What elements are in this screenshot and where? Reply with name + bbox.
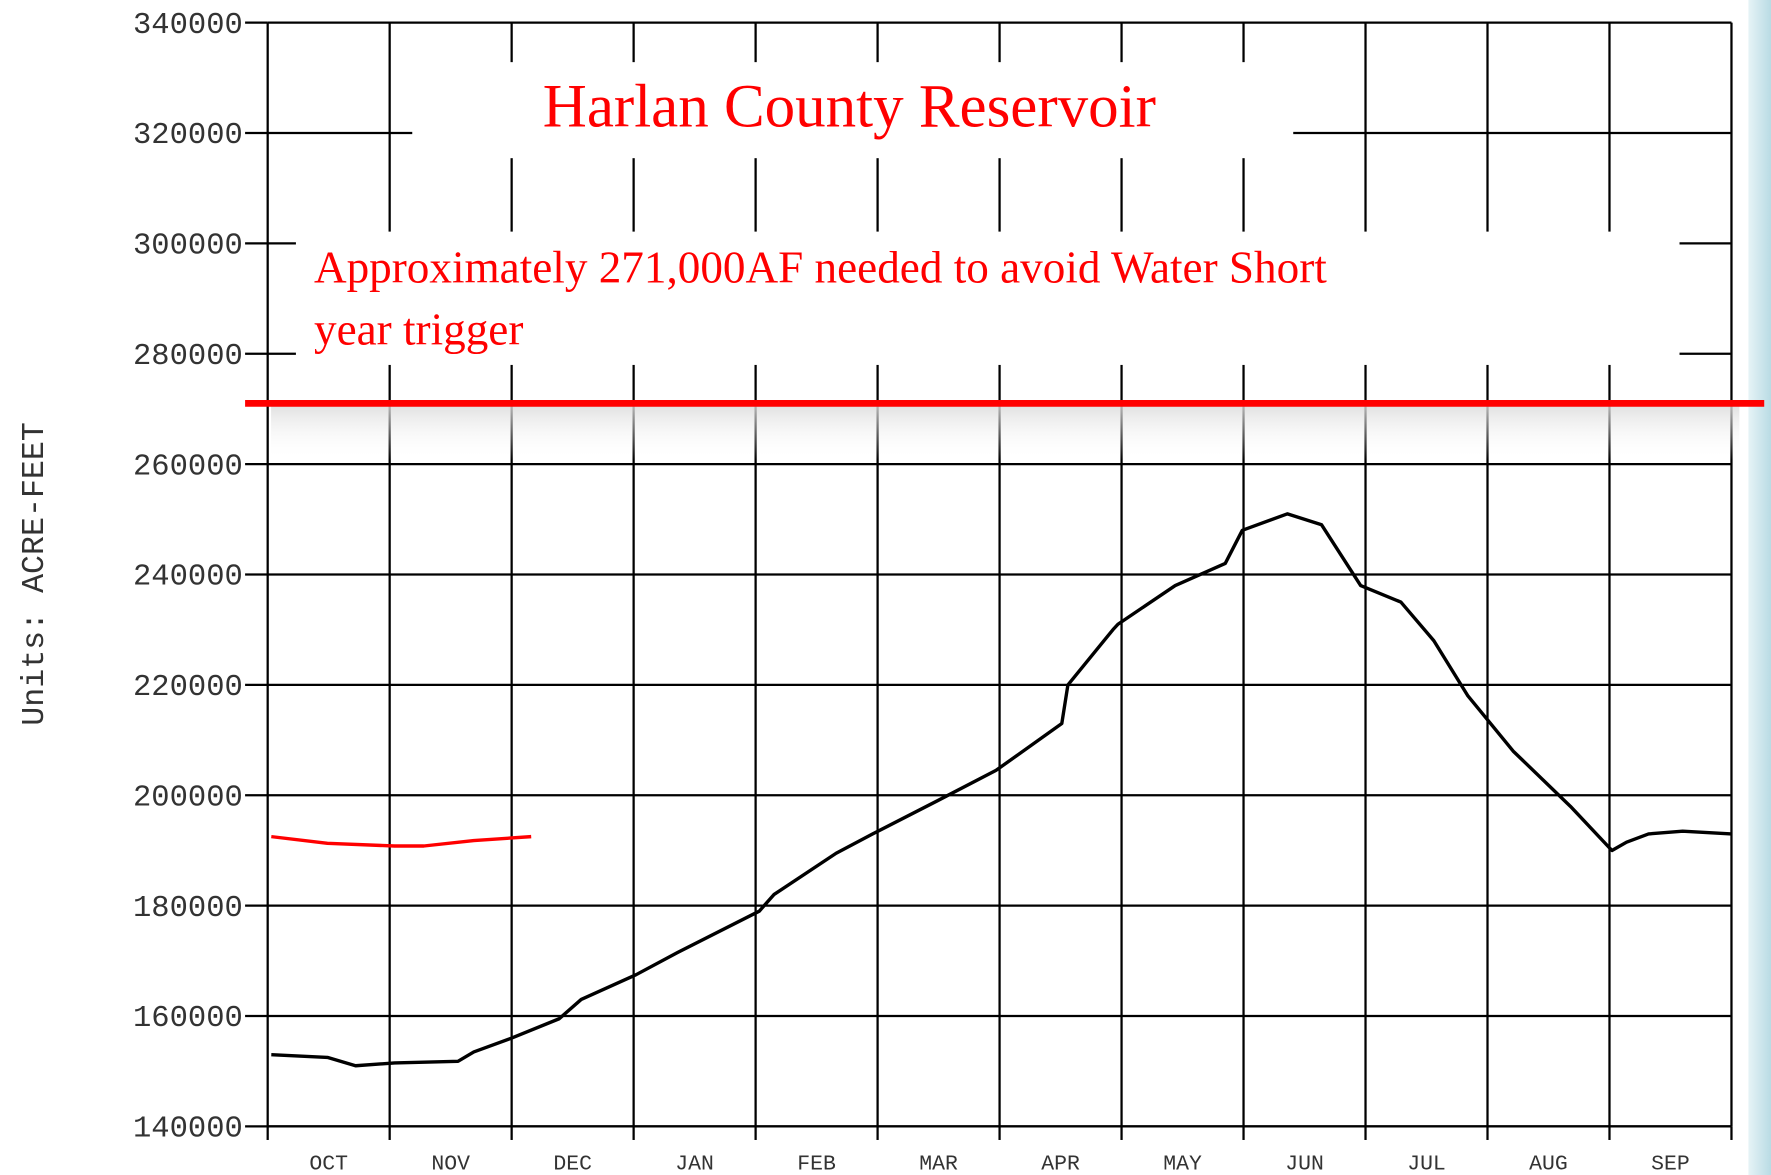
y-tick-label: 180000 xyxy=(133,892,243,926)
x-tick-label: OCT xyxy=(309,1152,348,1175)
x-tick-label: FEB xyxy=(797,1152,836,1175)
y-tick-label: 220000 xyxy=(133,671,243,705)
y-tick-label: 200000 xyxy=(133,781,243,815)
y-tick-label: 320000 xyxy=(133,119,243,153)
y-axis-label: Units: ACRE-FEET xyxy=(18,422,53,726)
decorative-strip xyxy=(1748,0,1771,1175)
x-tick-label: JAN xyxy=(675,1152,714,1175)
x-tick-label: NOV xyxy=(431,1152,470,1175)
x-tick-label: APR xyxy=(1041,1152,1080,1175)
x-tick-label: MAR xyxy=(919,1152,958,1175)
x-tick-label: SEP xyxy=(1651,1152,1690,1175)
title-box xyxy=(412,62,1294,159)
series-line xyxy=(271,834,532,848)
y-tick-label: 160000 xyxy=(133,1002,243,1036)
y-tick-label: 260000 xyxy=(133,450,243,484)
chart-title: Harlan County Reservoir xyxy=(543,74,1156,141)
shadow-band xyxy=(271,401,1740,460)
annotation-box xyxy=(295,231,1680,365)
y-tick-label: 300000 xyxy=(133,230,243,264)
y-tick-label: 140000 xyxy=(133,1113,243,1147)
x-tick-label: MAY xyxy=(1163,1152,1202,1175)
annotation: Approximately 271,000AF needed to avoid … xyxy=(314,242,1327,354)
y-tick-label: 280000 xyxy=(133,340,243,374)
x-tick-label: DEC xyxy=(553,1152,592,1175)
x-tick-label: JUN xyxy=(1285,1152,1324,1175)
y-tick-label: 240000 xyxy=(133,561,243,595)
y-tick-label: 340000 xyxy=(133,9,243,43)
x-tick-label: JUL xyxy=(1407,1152,1446,1175)
x-tick-label: AUG xyxy=(1529,1152,1568,1175)
series-line xyxy=(271,512,1732,1068)
